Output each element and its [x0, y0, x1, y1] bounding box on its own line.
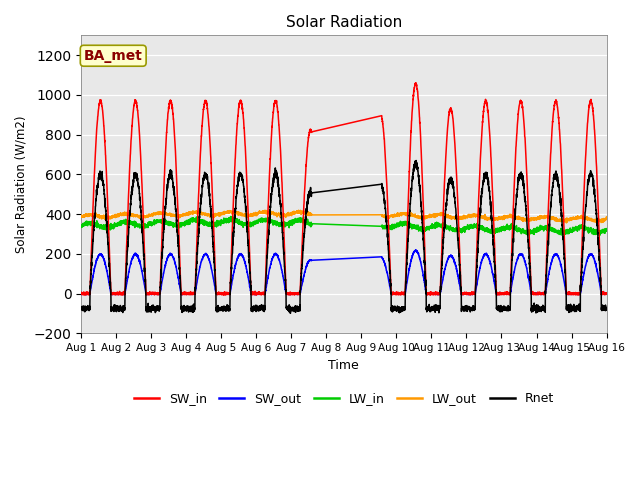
LW_out [77, 214, 85, 220]
LW_out [603, 216, 611, 221]
LW_in [172, 224, 179, 229]
SW_in [324, 125, 332, 131]
LW_out [461, 214, 469, 219]
LW_in [602, 228, 610, 234]
Rnet [324, 188, 332, 194]
Rnet [492, 272, 499, 277]
SW_out [77, 291, 85, 297]
SW_out [433, 291, 440, 297]
Y-axis label: Solar Radiation (W/m2): Solar Radiation (W/m2) [15, 116, 28, 253]
Rnet [602, 307, 610, 313]
SW_in [77, 289, 85, 295]
LW_out [602, 216, 610, 222]
SW_in [603, 290, 611, 296]
LW_in [227, 214, 235, 219]
Line: LW_in: LW_in [81, 216, 607, 236]
Rnet [603, 306, 611, 312]
Line: SW_in: SW_in [81, 83, 607, 295]
SW_out [492, 286, 499, 292]
Rnet [412, 157, 420, 163]
SW_out [83, 292, 90, 298]
SW_out [412, 247, 420, 253]
SW_in [602, 291, 610, 297]
Line: LW_out: LW_out [81, 210, 607, 223]
SW_in [433, 291, 440, 297]
Line: SW_out: SW_out [81, 250, 607, 295]
LW_in [77, 224, 85, 229]
X-axis label: Time: Time [328, 359, 359, 372]
LW_in [492, 228, 499, 234]
Rnet [287, 311, 294, 316]
LW_out [324, 212, 332, 218]
Rnet [461, 306, 469, 312]
Title: Solar Radiation: Solar Radiation [285, 15, 402, 30]
SW_out [324, 257, 332, 263]
LW_out [172, 214, 179, 219]
SW_in [78, 292, 86, 298]
SW_out [172, 262, 179, 268]
Line: Rnet: Rnet [81, 160, 607, 313]
SW_out [603, 291, 611, 297]
SW_in [461, 291, 469, 297]
LW_in [461, 225, 469, 231]
LW_out [294, 207, 302, 213]
Legend: SW_in, SW_out, LW_in, LW_out, Rnet: SW_in, SW_out, LW_in, LW_out, Rnet [129, 387, 559, 410]
SW_out [602, 291, 610, 297]
SW_out [461, 290, 469, 296]
Rnet [433, 305, 440, 311]
SW_in [412, 80, 420, 86]
Rnet [77, 306, 85, 312]
Text: BA_met: BA_met [84, 49, 143, 63]
LW_in [603, 226, 611, 231]
LW_in [433, 224, 440, 229]
LW_out [563, 220, 570, 226]
LW_out [433, 213, 440, 218]
SW_in [172, 154, 179, 159]
Rnet [172, 207, 179, 213]
LW_out [492, 216, 499, 221]
LW_in [324, 221, 332, 227]
LW_in [596, 233, 604, 239]
SW_in [492, 265, 499, 271]
